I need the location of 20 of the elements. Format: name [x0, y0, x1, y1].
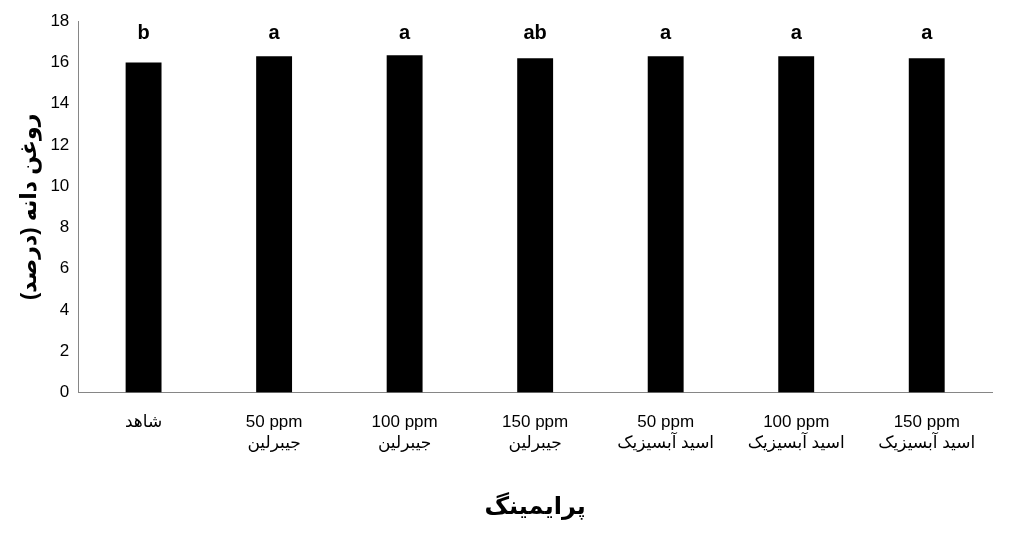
x-axis-title: پرایمینگ	[484, 492, 586, 521]
data-label: a	[921, 20, 934, 43]
y-tick-label: 4	[59, 299, 70, 319]
data-label: a	[790, 20, 803, 43]
x-tick-label: شاهد	[124, 412, 163, 432]
data-label: b	[137, 20, 150, 43]
y-tick-label: 14	[50, 93, 70, 113]
y-tick-label: 8	[59, 217, 70, 237]
y-tick-label: 12	[50, 134, 70, 154]
y-tick-label: 6	[59, 258, 70, 278]
y-tick-label: 0	[59, 382, 70, 402]
y-tick-label: 18	[50, 10, 70, 30]
y-axis-title: روغن دانه (درصد)	[16, 113, 43, 300]
data-label: a	[268, 20, 281, 43]
data-label: ab	[523, 20, 547, 43]
y-tick-label: 16	[50, 52, 70, 72]
data-label: a	[399, 20, 412, 43]
y-tick-label: 2	[59, 340, 70, 360]
data-label: a	[660, 20, 673, 43]
y-tick-label: 10	[50, 175, 70, 195]
